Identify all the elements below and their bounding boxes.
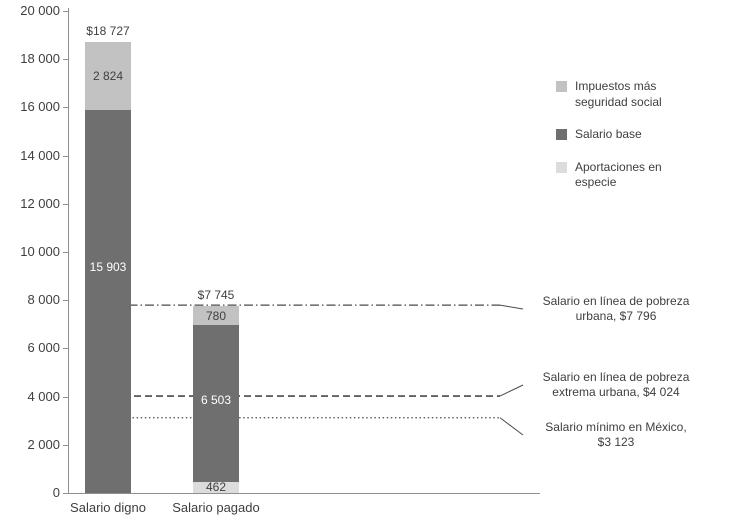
bar-total-label: $7 745 (197, 288, 235, 303)
y-axis-tick-mark (63, 444, 68, 446)
y-axis-tick-label: 8 000 (27, 292, 60, 308)
y-axis-tick-mark (63, 396, 68, 398)
y-axis-tick-label: 2 000 (27, 436, 60, 452)
y-axis-tick-mark (63, 107, 68, 109)
reference-line-connector-1 (499, 384, 524, 397)
bar-value-label: 15 903 (89, 260, 127, 275)
bar-segment-salario-base (85, 109, 131, 493)
bar-segment-impuestos-mas-seguridad-social (193, 306, 239, 326)
legend-item: Impuestos más seguridad social (556, 79, 695, 110)
y-axis-tick-mark (63, 155, 68, 157)
bar-value-label: 2 824 (92, 68, 124, 83)
legend-swatch (556, 81, 567, 92)
y-axis-tick-mark (63, 300, 68, 302)
y-axis-tick-label: 18 000 (20, 51, 60, 67)
bar-total-label: $18 727 (86, 23, 130, 38)
legend-item: Salario base (556, 127, 695, 143)
bar-segment-salario-base (193, 325, 239, 482)
legend-item-label: Impuestos más seguridad social (575, 79, 662, 109)
y-axis-tick-label: 14 000 (20, 147, 60, 163)
legend-swatch (556, 129, 567, 141)
y-axis-tick-label: 16 000 (20, 99, 60, 115)
y-axis-tick-mark (63, 348, 68, 350)
reference-line-label-1: Salario en línea de pobreza extrema urba… (542, 370, 690, 399)
x-axis-category-label: Salario pagado (172, 500, 260, 515)
y-axis-tick-mark (63, 11, 68, 12)
reference-line-connector-2 (499, 417, 524, 436)
legend-item: Aportaciones en especie (556, 160, 695, 191)
legend-item-label: Salario base (575, 127, 642, 142)
y-axis-line (68, 8, 69, 494)
y-axis-tick-mark (63, 493, 68, 494)
bar-value-label: 462 (205, 480, 227, 495)
reference-line-label-0: Salario en línea de pobreza urbana, $7 7… (542, 294, 690, 323)
y-axis-tick-label: 0 (52, 485, 60, 500)
bar-segment-aportaciones-en-especie (193, 481, 239, 493)
legend: Impuestos más seguridad social Salario ba… (556, 79, 695, 208)
bar-segment-impuestos-mas-seguridad-social (85, 41, 131, 110)
y-axis-tick-label: 12 000 (20, 195, 60, 211)
y-axis-tick-mark (63, 203, 68, 205)
legend-item-label: Aportaciones en especie (575, 159, 662, 190)
reference-line-label-2: Salario mínimo en México, $3 123 (545, 420, 687, 449)
y-axis-tick-label: 4 000 (27, 388, 60, 404)
y-axis-tick-label: 10 000 (20, 244, 60, 259)
reference-line-connector-0 (499, 304, 524, 310)
y-axis-tick-label: 6 000 (27, 340, 60, 356)
x-axis-line (68, 493, 540, 494)
legend-swatch (556, 161, 567, 173)
y-axis-tick-mark (63, 59, 68, 61)
y-axis-tick-mark (63, 252, 68, 253)
bar-value-label: 6 503 (200, 392, 232, 407)
x-axis-category-label: Salario digno (70, 500, 146, 515)
y-axis-tick-label: 20 000 (20, 3, 60, 18)
bar-value-label: 780 (205, 308, 227, 323)
